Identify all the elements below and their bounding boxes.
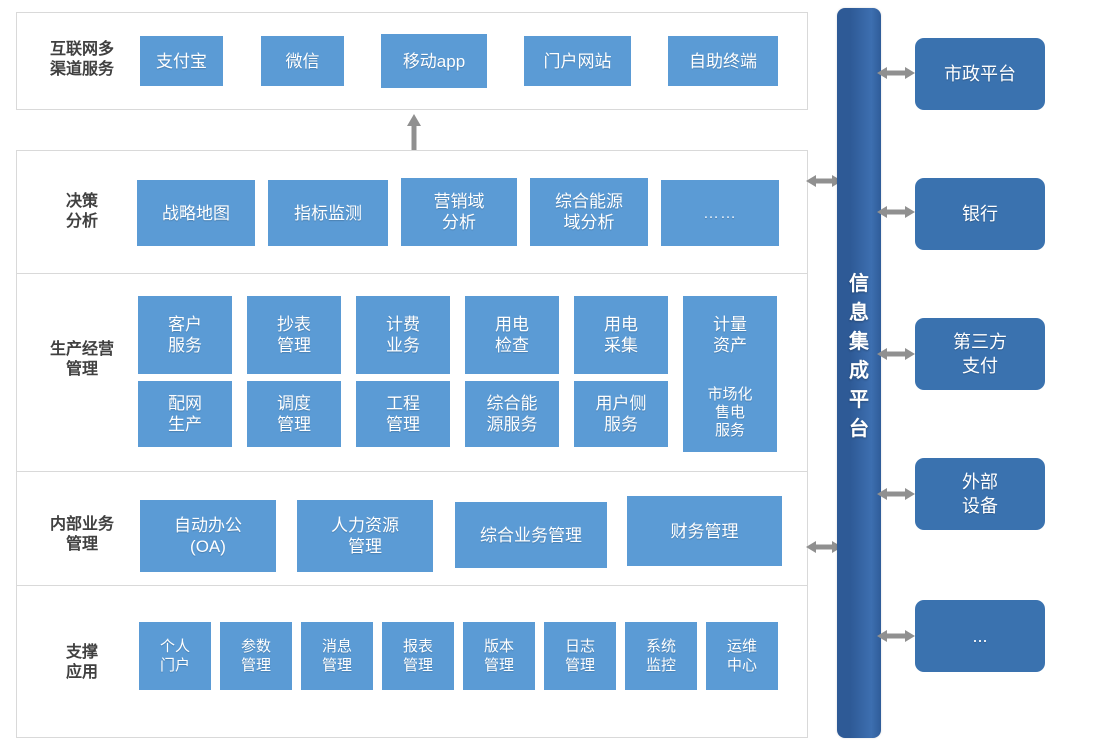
- platform-char-6: 台: [849, 418, 869, 440]
- production-row-label: 生产经营 管理: [49, 341, 114, 378]
- production-tile-customer-service[interactable]: 客户 服务: [138, 296, 232, 374]
- channel-tile-self-service-terminal[interactable]: 自助终端: [668, 36, 778, 86]
- connector-arrow-decision-to-platform: [806, 175, 842, 187]
- stack-divider-2: [17, 471, 807, 472]
- connector-arrow-platform-to-third-party-payment: [877, 348, 915, 360]
- platform-char-5: 平: [849, 389, 869, 411]
- connector-arrow-platform-to-bank: [877, 206, 915, 218]
- production-tile-integrated-energy-service[interactable]: 综合能 源服务: [465, 381, 559, 447]
- support-tile-message-management[interactable]: 消息 管理: [301, 622, 373, 690]
- information-integration-platform-bar[interactable]: [837, 8, 881, 738]
- decision-tile-integrated-energy-domain-analysis[interactable]: 综合能源 域分析: [530, 178, 648, 246]
- external-box-third-party-payment[interactable]: 第三方 支付: [915, 318, 1045, 390]
- decision-tile-more[interactable]: ……: [661, 180, 779, 246]
- platform-char-4: 成: [849, 360, 869, 382]
- channel-tile-mobile-app[interactable]: 移动app: [381, 34, 487, 88]
- internal-tile-office-automation[interactable]: 自动办公 (OA): [140, 500, 276, 572]
- support-tile-personal-portal[interactable]: 个人 门户: [139, 622, 211, 690]
- support-tile-version-management[interactable]: 版本 管理: [463, 622, 535, 690]
- support-row-label: 支撑 应用: [65, 644, 98, 681]
- production-tile-dispatch-management[interactable]: 调度 管理: [247, 381, 341, 447]
- information-integration-platform-label: 信 息 集 成 平 台: [837, 270, 881, 444]
- production-tile-metering-assets[interactable]: 计量 资产: [683, 296, 777, 374]
- support-tile-parameter-management[interactable]: 参数 管理: [220, 622, 292, 690]
- external-box-external-device[interactable]: 外部 设备: [915, 458, 1045, 530]
- stack-divider-3: [17, 585, 807, 586]
- decision-row-label: 决策 分析: [65, 193, 98, 230]
- connector-arrow-platform-to-other: [877, 630, 915, 642]
- production-tile-engineering-management[interactable]: 工程 管理: [356, 381, 450, 447]
- production-tile-market-electricity-sales-service[interactable]: 市场化 售电 服务: [683, 374, 777, 452]
- production-tile-electricity-collection[interactable]: 用电 采集: [574, 296, 668, 374]
- upward-flow-arrow: [407, 114, 421, 152]
- decision-tile-marketing-domain-analysis[interactable]: 营销域 分析: [401, 178, 517, 246]
- internal-tile-human-resources-management[interactable]: 人力资源 管理: [297, 500, 433, 572]
- connector-arrow-internal-to-platform: [806, 541, 842, 553]
- decision-tile-indicator-monitoring[interactable]: 指标监测: [268, 180, 388, 246]
- support-tile-report-management[interactable]: 报表 管理: [382, 622, 454, 690]
- stack-divider-1: [17, 273, 807, 274]
- platform-char-1: 信: [849, 273, 869, 295]
- production-tile-distribution-network-production[interactable]: 配网 生产: [138, 381, 232, 447]
- platform-char-3: 集: [849, 331, 869, 353]
- external-box-other[interactable]: ...: [915, 600, 1045, 672]
- external-box-municipal-platform[interactable]: 市政平台: [915, 38, 1045, 110]
- production-tile-electricity-inspection[interactable]: 用电 检查: [465, 296, 559, 374]
- internal-tile-integrated-business-management[interactable]: 综合业务管理: [455, 502, 607, 568]
- channel-tile-portal-website[interactable]: 门户网站: [524, 36, 631, 86]
- production-tile-meter-reading-management[interactable]: 抄表 管理: [247, 296, 341, 374]
- support-tile-operation-maintenance-center[interactable]: 运维 中心: [706, 622, 778, 690]
- connector-arrow-platform-to-municipal: [877, 67, 915, 79]
- channel-tile-alipay[interactable]: 支付宝: [140, 36, 223, 86]
- connector-arrow-platform-to-external-device: [877, 488, 915, 500]
- production-tile-billing-business[interactable]: 计费 业务: [356, 296, 450, 374]
- channel-row-label: 互联网多 渠道服务: [49, 41, 114, 78]
- internal-row-label: 内部业务 管理: [49, 516, 114, 553]
- production-tile-user-side-service[interactable]: 用户侧 服务: [574, 381, 668, 447]
- support-tile-log-management[interactable]: 日志 管理: [544, 622, 616, 690]
- decision-tile-strategy-map[interactable]: 战略地图: [137, 180, 255, 246]
- channel-tile-wechat[interactable]: 微信: [261, 36, 344, 86]
- support-tile-system-monitoring[interactable]: 系统 监控: [625, 622, 697, 690]
- external-box-bank[interactable]: 银行: [915, 178, 1045, 250]
- platform-char-2: 息: [849, 302, 869, 324]
- internal-tile-financial-management[interactable]: 财务管理: [627, 496, 782, 566]
